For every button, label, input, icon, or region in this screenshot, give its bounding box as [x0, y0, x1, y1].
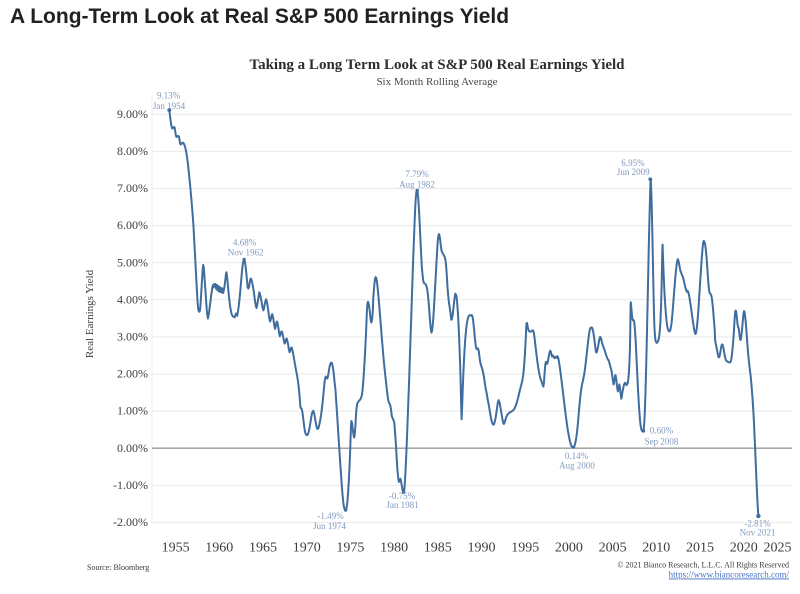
svg-text:© 2021 Bianco Research, L.L.C.: © 2021 Bianco Research, L.L.C. All Right…: [617, 561, 789, 570]
svg-text:2025: 2025: [764, 541, 792, 556]
svg-text:4.00%: 4.00%: [117, 292, 148, 306]
svg-text:2010: 2010: [642, 541, 670, 556]
svg-text:7.79%: 7.79%: [405, 169, 429, 179]
svg-text:6.00%: 6.00%: [117, 218, 148, 232]
svg-text:9.13%: 9.13%: [157, 91, 181, 101]
svg-text:Taking a Long Term Look at S&P: Taking a Long Term Look at S&P 500 Real …: [249, 57, 625, 73]
svg-text:-1.49%: -1.49%: [317, 511, 344, 521]
svg-text:0.60%: 0.60%: [650, 425, 674, 435]
svg-text:Aug 1982: Aug 1982: [399, 179, 435, 189]
svg-text:Sep 2008: Sep 2008: [645, 436, 679, 446]
svg-text:1985: 1985: [424, 541, 452, 556]
svg-text:3.00%: 3.00%: [117, 330, 148, 344]
svg-text:2020: 2020: [730, 541, 758, 556]
svg-text:-2.81%: -2.81%: [744, 519, 771, 529]
svg-text:1970: 1970: [293, 541, 321, 556]
svg-text:Nov 2021: Nov 2021: [740, 528, 776, 538]
svg-text:1.00%: 1.00%: [117, 404, 148, 418]
svg-text:1975: 1975: [336, 541, 364, 556]
svg-text:1965: 1965: [249, 541, 277, 556]
svg-text:-1.00%: -1.00%: [113, 478, 148, 492]
svg-text:1990: 1990: [468, 541, 496, 556]
svg-text:Source: Bloomberg: Source: Bloomberg: [87, 563, 149, 572]
svg-text:Six Month Rolling Average: Six Month Rolling Average: [376, 76, 497, 88]
svg-text:7.00%: 7.00%: [117, 181, 148, 195]
svg-text:8.00%: 8.00%: [117, 144, 148, 158]
svg-text:Real Earnings Yield: Real Earnings Yield: [84, 269, 96, 358]
svg-text:A Long-Term Look at Real S&P 5: A Long-Term Look at Real S&P 500 Earning…: [10, 5, 509, 28]
svg-text:5.00%: 5.00%: [117, 255, 148, 269]
svg-text:-0.75%: -0.75%: [389, 491, 416, 501]
svg-text:6.95%: 6.95%: [621, 158, 645, 168]
svg-text:Jun 2009: Jun 2009: [617, 167, 650, 177]
svg-text:2015: 2015: [686, 541, 714, 556]
svg-text:2000: 2000: [555, 541, 583, 556]
svg-text:Jan 1981: Jan 1981: [386, 500, 418, 510]
svg-text:Aug 2000: Aug 2000: [559, 461, 595, 471]
svg-text:1995: 1995: [511, 541, 539, 556]
svg-text:https://www.biancoresearch.com: https://www.biancoresearch.com/: [669, 570, 790, 580]
svg-text:1960: 1960: [205, 541, 233, 556]
svg-text:Nov 1962: Nov 1962: [228, 248, 264, 258]
svg-text:2005: 2005: [599, 541, 627, 556]
svg-text:Jun 1974: Jun 1974: [313, 521, 346, 531]
svg-text:-2.00%: -2.00%: [113, 515, 148, 529]
svg-text:0.14%: 0.14%: [565, 451, 589, 461]
svg-text:1980: 1980: [380, 541, 408, 556]
svg-text:0.00%: 0.00%: [117, 441, 148, 455]
svg-text:1955: 1955: [162, 541, 190, 556]
svg-text:Jan 1954: Jan 1954: [153, 101, 186, 111]
svg-text:4.68%: 4.68%: [233, 238, 257, 248]
svg-text:2.00%: 2.00%: [117, 367, 148, 381]
svg-text:9.00%: 9.00%: [117, 107, 148, 121]
